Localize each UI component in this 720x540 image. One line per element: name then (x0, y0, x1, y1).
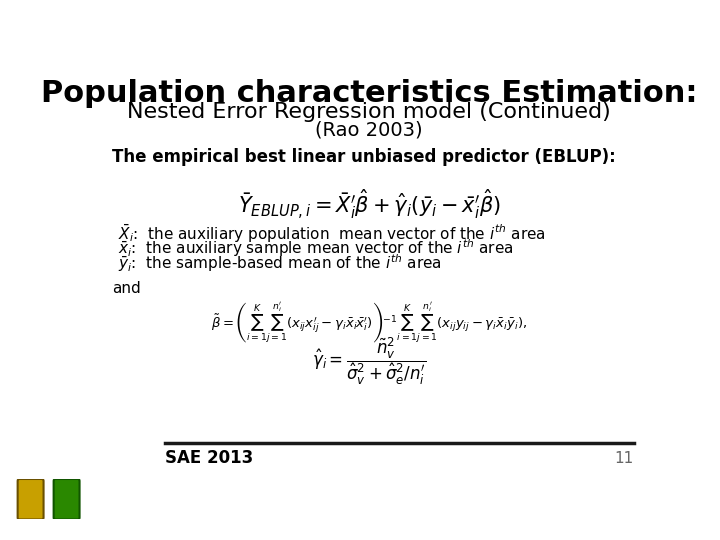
Text: $\hat{\gamma}_i = \dfrac{\tilde{n}_{v}^{2}}{\hat{\sigma}_v^2 + \hat{\sigma}_e^2 : $\hat{\gamma}_i = \dfrac{\tilde{n}_{v}^{… (312, 335, 426, 387)
Text: 11: 11 (615, 451, 634, 465)
Text: $\bar{X}_i$:  the auxiliary population  mean vector of the $i^{th}$ area: $\bar{X}_i$: the auxiliary population me… (118, 223, 546, 245)
Text: $\bar{y}_i$:  the sample-based mean of the $i^{th}$ area: $\bar{y}_i$: the sample-based mean of th… (118, 252, 441, 274)
Text: SAE 2013: SAE 2013 (166, 449, 253, 468)
Text: and: and (112, 281, 141, 296)
Text: Nested Error Regression model (Continued): Nested Error Regression model (Continued… (127, 102, 611, 122)
Text: $\tilde{\beta} = \left(\sum_{i=1}^{K}\sum_{j=1}^{n_i'}(x_{ij}x_{ij}' - \gamma_i\: $\tilde{\beta} = \left(\sum_{i=1}^{K}\su… (211, 300, 527, 345)
FancyBboxPatch shape (54, 479, 79, 519)
FancyBboxPatch shape (17, 479, 44, 519)
Text: The empirical best linear unbiased predictor (EBLUP):: The empirical best linear unbiased predi… (112, 148, 616, 166)
Text: $\bar{Y}_{EBLUP,i} = \bar{X}_i'\hat{\beta} + \hat{\gamma}_i(\bar{y}_i - \bar{x}_: $\bar{Y}_{EBLUP,i} = \bar{X}_i'\hat{\bet… (238, 187, 500, 221)
Text: $\bar{x}_i$:  the auxiliary sample mean vector of the $i^{th}$ area: $\bar{x}_i$: the auxiliary sample mean v… (118, 238, 513, 259)
Text: (Rao 2003): (Rao 2003) (315, 121, 423, 140)
Text: Population characteristics Estimation:: Population characteristics Estimation: (41, 79, 697, 109)
